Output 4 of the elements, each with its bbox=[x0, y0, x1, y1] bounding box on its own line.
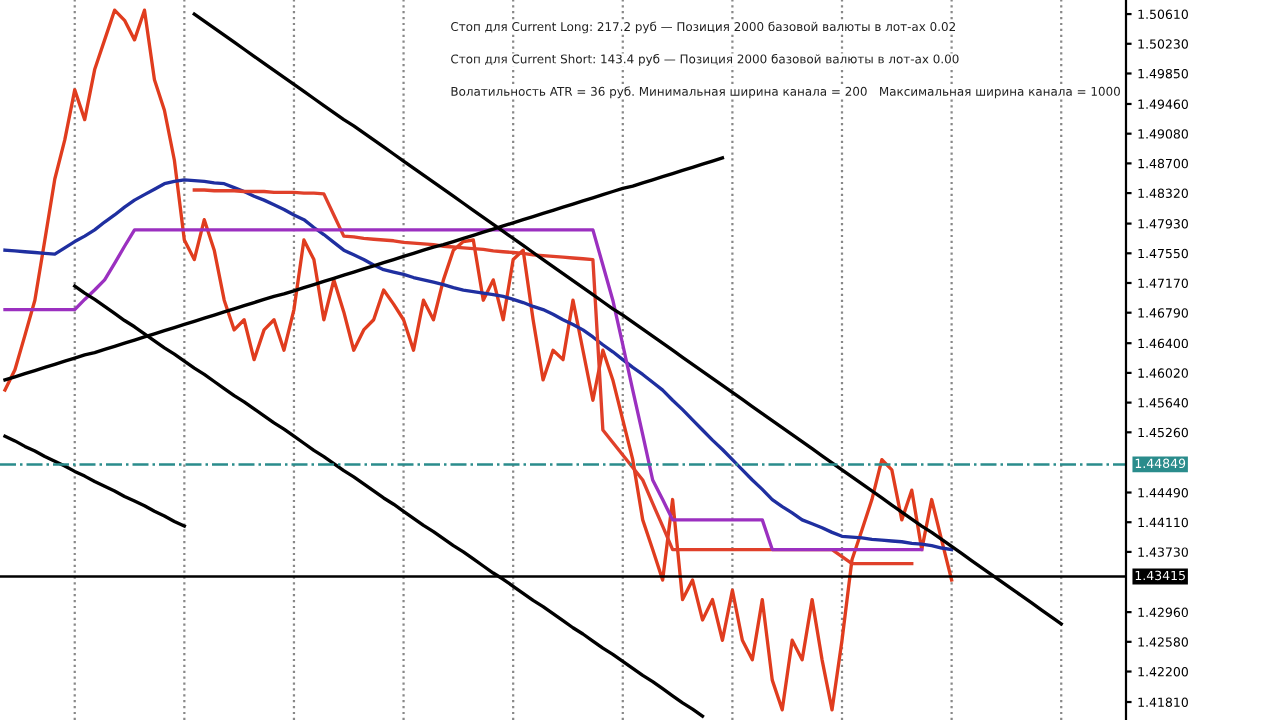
line-series bbox=[192, 188, 914, 566]
line-series bbox=[3, 178, 954, 552]
line-series bbox=[3, 434, 187, 528]
line-series bbox=[3, 228, 924, 552]
